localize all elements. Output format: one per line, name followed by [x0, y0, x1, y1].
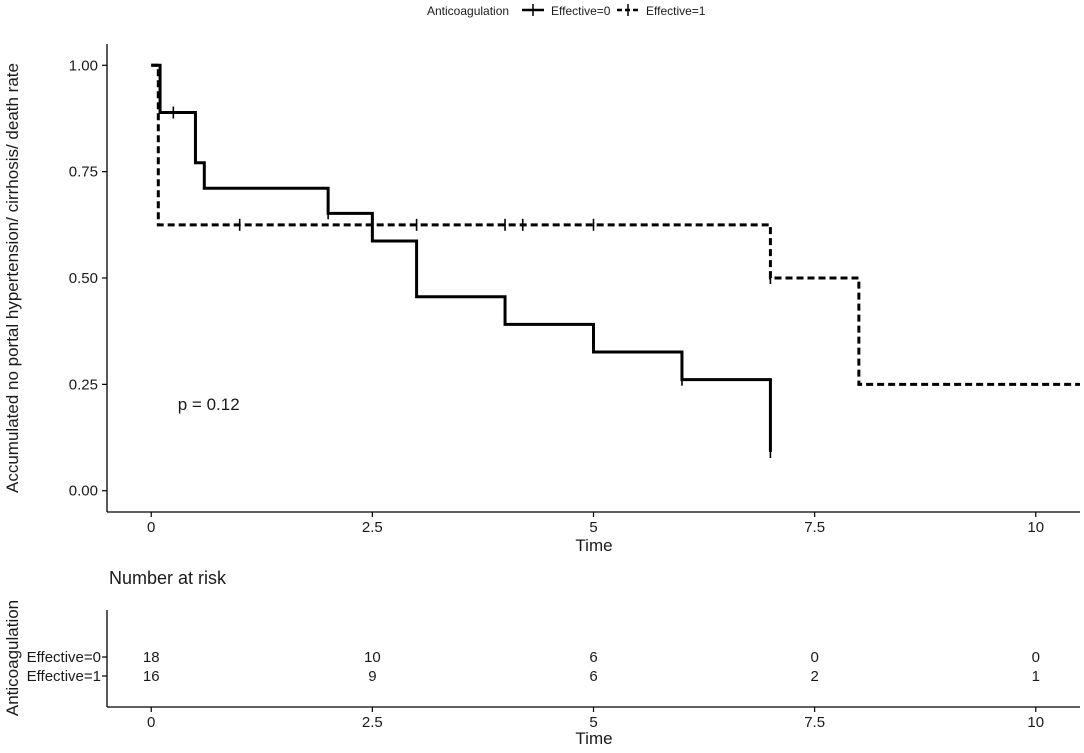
curve-effective-1	[151, 63, 1080, 386]
risk-count-cell: 0	[810, 649, 818, 666]
y-tick-label: 0.50	[69, 270, 98, 287]
risk-count-cell: 10	[364, 649, 381, 666]
risk-table-row-header-title: Anticoagulation	[3, 600, 22, 716]
x-axis-title: Time	[575, 536, 612, 555]
risk-x-tick-label: 7.5	[804, 714, 825, 731]
censor-marks	[172, 106, 772, 459]
risk-count-cell: 9	[368, 668, 376, 685]
risk-x-tick-label: 5	[589, 714, 597, 731]
risk-count-cell: 6	[589, 668, 597, 685]
risk-table-title: Number at risk	[109, 568, 227, 588]
y-tick-label: 1.00	[69, 57, 98, 74]
y-axis-title: Accumulated no portal hypertension/ cirr…	[3, 63, 22, 493]
x-tick-label: 0	[147, 519, 155, 536]
risk-x-tick-label: 2.5	[362, 714, 383, 731]
x-tick-label: 2.5	[362, 519, 383, 536]
y-ticks: 0.00 0.25 0.50 0.75 1.00	[69, 57, 107, 500]
risk-x-tick-label: 10	[1027, 714, 1044, 731]
risk-count-cell: 18	[143, 649, 160, 666]
risk-table-values: 18 10 6 0 0 16 9 6 2 1	[102, 649, 1040, 685]
survival-curves	[151, 63, 1080, 453]
risk-x-tick-label: 0	[147, 714, 155, 731]
legend-label-effective-0: Effective=0	[551, 4, 611, 18]
risk-count-cell: 6	[589, 649, 597, 666]
y-tick-label: 0.75	[69, 164, 98, 181]
risk-count-cell: 16	[143, 668, 160, 685]
p-value-annotation: p = 0.12	[178, 395, 240, 414]
x-ticks: 0 2.5 5 7.5 10	[147, 512, 1044, 536]
risk-table-x-ticks: 0 2.5 5 7.5 10	[147, 707, 1044, 731]
risk-row-label-effective-1: Effective=1	[27, 668, 101, 685]
y-tick-label: 0.00	[69, 483, 98, 500]
risk-row-label-effective-0: Effective=0	[27, 649, 101, 666]
x-tick-label: 7.5	[804, 519, 825, 536]
x-tick-label: 10	[1027, 519, 1044, 536]
legend-title: Anticoagulation	[427, 4, 509, 18]
risk-table-x-axis-title: Time	[575, 729, 612, 748]
legend: Anticoagulation Effective=0 Effective=1	[427, 4, 706, 18]
curve-effective-0	[151, 63, 772, 453]
y-tick-label: 0.25	[69, 376, 98, 393]
legend-label-effective-1: Effective=1	[646, 4, 706, 18]
risk-count-cell: 2	[810, 668, 818, 685]
risk-count-cell: 1	[1032, 668, 1040, 685]
x-tick-label: 5	[589, 519, 597, 536]
risk-count-cell: 0	[1032, 649, 1040, 666]
